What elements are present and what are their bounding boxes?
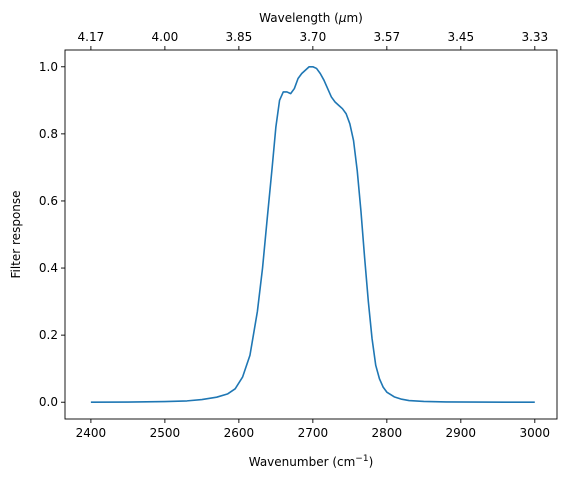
y-axis-label: Filter response [9,190,23,278]
y-tick-label-3: 0.6 [39,194,58,208]
y-tick-label-4: 0.8 [39,127,58,141]
x-axis-label: Wavenumber (cm−1) [249,454,374,469]
x-tick-label-6: 3000 [520,426,551,440]
x-tick-label-3: 2700 [298,426,329,440]
top-tick-label-4: 3.57 [373,30,400,44]
top-tick-label-1: 4.00 [152,30,179,44]
filter-response-line-0 [90,65,535,404]
y-tick-label-0: 0.0 [39,395,58,409]
x-tick-label-0: 2400 [76,426,107,440]
x-tick-label-2: 2600 [224,426,255,440]
y-tick-label-5: 1.0 [39,60,58,74]
x-tick-label-1: 2500 [150,426,181,440]
x-tick-label-4: 2800 [372,426,403,440]
x-tick-label-5: 2900 [446,426,477,440]
plot-frame [64,49,558,420]
top-tick-label-5: 3.45 [447,30,474,44]
top-tick-label-2: 3.85 [226,30,253,44]
top-tick-label-3: 3.70 [299,30,326,44]
top-tick-label-6: 3.33 [521,30,548,44]
y-tick-label-1: 0.2 [39,328,58,342]
y-tick-label-2: 0.4 [39,261,58,275]
top-axis-label: Wavelength (μm) [259,11,363,25]
top-tick-label-0: 4.17 [78,30,105,44]
plot-layer [90,65,535,404]
